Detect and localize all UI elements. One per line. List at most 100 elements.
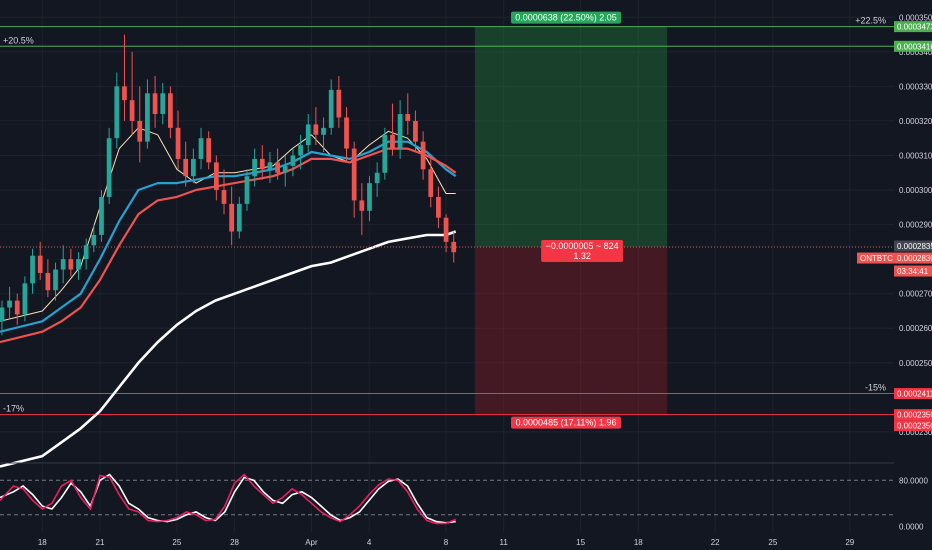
- candle: [91, 224, 97, 253]
- level-pct-label: +20.5%: [3, 35, 34, 45]
- price-tag: 0.0003416: [894, 40, 932, 52]
- stop-label: 0.0000485 (17.11%) 1.96: [511, 416, 622, 429]
- svg-text:0.0003473: 0.0003473: [897, 23, 932, 32]
- candle: [14, 293, 20, 325]
- candle: [145, 79, 150, 149]
- candle: [30, 248, 35, 294]
- candle: [229, 186, 235, 246]
- candle: [267, 152, 273, 184]
- candle: [259, 145, 265, 180]
- osc-tick: 80.0000: [899, 476, 928, 485]
- price-tag: 0.0002835: [894, 240, 932, 252]
- moving-averages: [0, 127, 457, 468]
- candle: [37, 241, 43, 280]
- osc-line-0: [0, 473, 456, 524]
- candle: [252, 148, 258, 187]
- symbol-price-tag: ONTBTC: [857, 252, 894, 264]
- candle: [99, 190, 104, 242]
- candle: [282, 155, 288, 187]
- svg-text:03:34:41: 03:34:41: [897, 267, 929, 276]
- candle: [344, 107, 349, 163]
- price-tag: 0.0002350: [894, 420, 932, 432]
- time-tick: 15: [576, 538, 585, 547]
- candle: [60, 245, 66, 284]
- candle: [137, 86, 143, 163]
- candle: [374, 162, 380, 197]
- horizontal-levels[interactable]: [0, 26, 894, 416]
- osc-tick: 0.0000: [899, 522, 924, 531]
- candle: [114, 72, 120, 149]
- time-tick: 11: [500, 538, 509, 547]
- ma-line-3: [0, 230, 457, 468]
- candle: [183, 141, 189, 187]
- position-tool[interactable]: [474, 26, 668, 415]
- time-tick: 21: [96, 538, 105, 547]
- candle: [160, 82, 166, 125]
- profit-zone[interactable]: [474, 26, 668, 248]
- time-axis[interactable]: 18 21 25 28 Apr 4 8 11 15 18 22 25 29: [38, 538, 855, 547]
- candle: [413, 110, 418, 153]
- candle: [290, 148, 296, 177]
- ma-line-0: [0, 127, 456, 322]
- candle: [236, 196, 242, 239]
- candle: [428, 158, 434, 208]
- price-tick: 0.0002300: [899, 428, 932, 437]
- price-tag: 0.0003473: [894, 21, 932, 33]
- svg-text:0.0003416: 0.0003416: [897, 42, 932, 51]
- candle: [367, 176, 372, 222]
- time-tick: 4: [367, 538, 372, 547]
- time-tick: 29: [845, 538, 854, 547]
- candle: [221, 169, 227, 215]
- candle: [213, 155, 219, 201]
- candle: [328, 79, 334, 135]
- candle: [106, 127, 112, 204]
- level-pct-label: -17%: [3, 404, 24, 414]
- candle: [83, 238, 89, 270]
- candle: [53, 262, 58, 301]
- target-label: 0.0000638 (22.50%) 2.05: [511, 11, 622, 24]
- loss-zone[interactable]: [474, 247, 668, 415]
- svg-text:0.0002350: 0.0002350: [897, 411, 932, 420]
- candle: [397, 100, 403, 159]
- svg-text:1.32: 1.32: [573, 251, 591, 261]
- candle: [129, 51, 135, 135]
- candle: [298, 134, 303, 170]
- svg-text:0.0000638 (22.50%) 2.05: 0.0000638 (22.50%) 2.05: [515, 13, 617, 23]
- candle: [244, 169, 250, 211]
- candle: [359, 183, 365, 235]
- candle: [443, 214, 449, 253]
- candle: [45, 259, 51, 298]
- price-tag: 0.0002350: [894, 409, 932, 421]
- candle: [68, 248, 74, 277]
- oscillator-pane: [0, 473, 894, 525]
- position-labels: +20.5% -15% -17% +22.5% 0.0000638 (22.50%) 2…: [3, 11, 886, 429]
- time-tick: 8: [444, 538, 449, 547]
- svg-text:0.0002835: 0.0002835: [897, 242, 932, 251]
- time-tick: 18: [634, 538, 643, 547]
- time-tick: 28: [230, 538, 239, 547]
- ma-line-2: [0, 147, 457, 344]
- candle: [76, 252, 81, 280]
- candle: [420, 131, 426, 180]
- svg-text:0.0002350: 0.0002350: [897, 422, 932, 431]
- time-tick: 25: [172, 538, 181, 547]
- target-pct-label: +22.5%: [855, 16, 886, 26]
- candle: [22, 276, 28, 322]
- main-grid: [0, 0, 894, 532]
- candle: [168, 86, 173, 139]
- candle: [313, 107, 319, 146]
- candle: [405, 93, 411, 135]
- candle: [206, 131, 212, 170]
